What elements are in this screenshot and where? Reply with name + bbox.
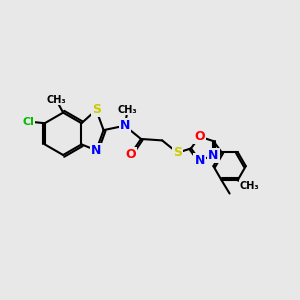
- Text: O: O: [194, 130, 205, 143]
- Text: S: S: [92, 103, 101, 116]
- Text: N: N: [208, 149, 219, 162]
- Text: CH₃: CH₃: [240, 181, 259, 191]
- Text: Cl: Cl: [23, 117, 34, 127]
- Text: O: O: [125, 148, 136, 161]
- Text: CH₃: CH₃: [118, 104, 137, 115]
- Text: N: N: [120, 119, 130, 132]
- Text: N: N: [91, 144, 101, 157]
- Text: CH₃: CH₃: [46, 95, 66, 105]
- Text: S: S: [173, 146, 182, 159]
- Text: N: N: [194, 154, 205, 166]
